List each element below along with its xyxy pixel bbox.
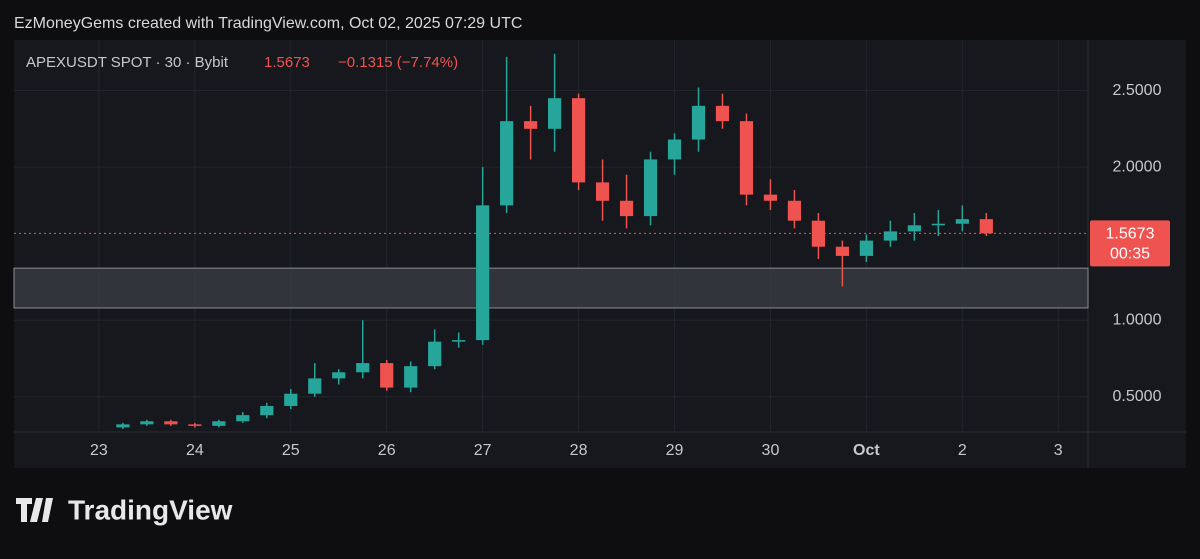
- price-tag-countdown: 00:35: [1110, 246, 1150, 263]
- x-tick-label: 25: [282, 442, 300, 459]
- candle-body: [380, 363, 394, 388]
- candle-body: [140, 421, 154, 425]
- candle-body: [236, 415, 250, 422]
- legend-price: 1.5673: [264, 54, 310, 71]
- candle-body: [859, 240, 873, 256]
- candle-body: [116, 424, 130, 428]
- candle-body: [715, 105, 730, 122]
- price-tag: [1090, 220, 1170, 267]
- price-tag-value: 1.5673: [1106, 226, 1155, 243]
- candle-body: [308, 378, 322, 394]
- candle-body: [428, 341, 442, 367]
- logo-icon: [16, 498, 53, 522]
- candle-body: [643, 159, 658, 217]
- candle-body: [571, 98, 586, 183]
- candle-body: [931, 223, 945, 226]
- candle-body: [955, 219, 969, 224]
- candle-body: [164, 421, 178, 425]
- candle-body: [979, 219, 993, 234]
- y-tick-label: 0.5000: [1113, 388, 1162, 405]
- candle-body: [763, 194, 778, 201]
- logo: TradingView: [16, 494, 233, 525]
- candle-body: [500, 121, 514, 206]
- chart-panel: [14, 40, 1186, 468]
- x-tick-label: 28: [570, 442, 588, 459]
- candle-body: [883, 231, 897, 241]
- candle-body: [476, 205, 490, 341]
- candle-body: [907, 225, 921, 232]
- candle-body: [739, 121, 754, 195]
- x-tick-label: 3: [1054, 442, 1063, 459]
- x-tick-label: 23: [90, 442, 108, 459]
- candle-body: [835, 246, 850, 256]
- x-tick-label: 29: [666, 442, 684, 459]
- y-tick-label: 1.0000: [1113, 311, 1162, 328]
- candle-body: [260, 405, 274, 416]
- chart-title: APEXUSDT SPOT · 30 · Bybit: [26, 54, 229, 71]
- candle-body: [404, 366, 418, 388]
- x-tick-label: 2: [958, 442, 967, 459]
- candle-body: [667, 139, 682, 160]
- candle-body: [284, 393, 298, 406]
- brand: TradingView: [68, 494, 233, 525]
- x-tick-label: Oct: [853, 442, 880, 459]
- candle-body: [548, 98, 562, 129]
- y-tick-label: 2.5000: [1113, 82, 1162, 99]
- legend-change: −0.1315 (−7.74%): [338, 54, 458, 71]
- candle-body: [691, 105, 706, 140]
- candle-body: [595, 182, 610, 201]
- candle-body: [787, 200, 802, 221]
- candle-body: [212, 421, 226, 426]
- x-tick-label: 24: [186, 442, 204, 459]
- x-tick-label: 27: [474, 442, 492, 459]
- candle-body: [811, 220, 826, 247]
- candle-body: [188, 424, 202, 426]
- candle-body: [356, 363, 370, 373]
- x-tick-label: 30: [762, 442, 780, 459]
- candle-body: [524, 121, 538, 129]
- candle-body: [332, 372, 346, 379]
- x-tick-label: 26: [378, 442, 396, 459]
- credit: EzMoneyGems created with TradingView.com…: [14, 15, 522, 32]
- y-tick-label: 2.0000: [1113, 158, 1162, 175]
- candle-body: [619, 200, 634, 217]
- zone: [13, 267, 1089, 309]
- candle-body: [452, 340, 466, 342]
